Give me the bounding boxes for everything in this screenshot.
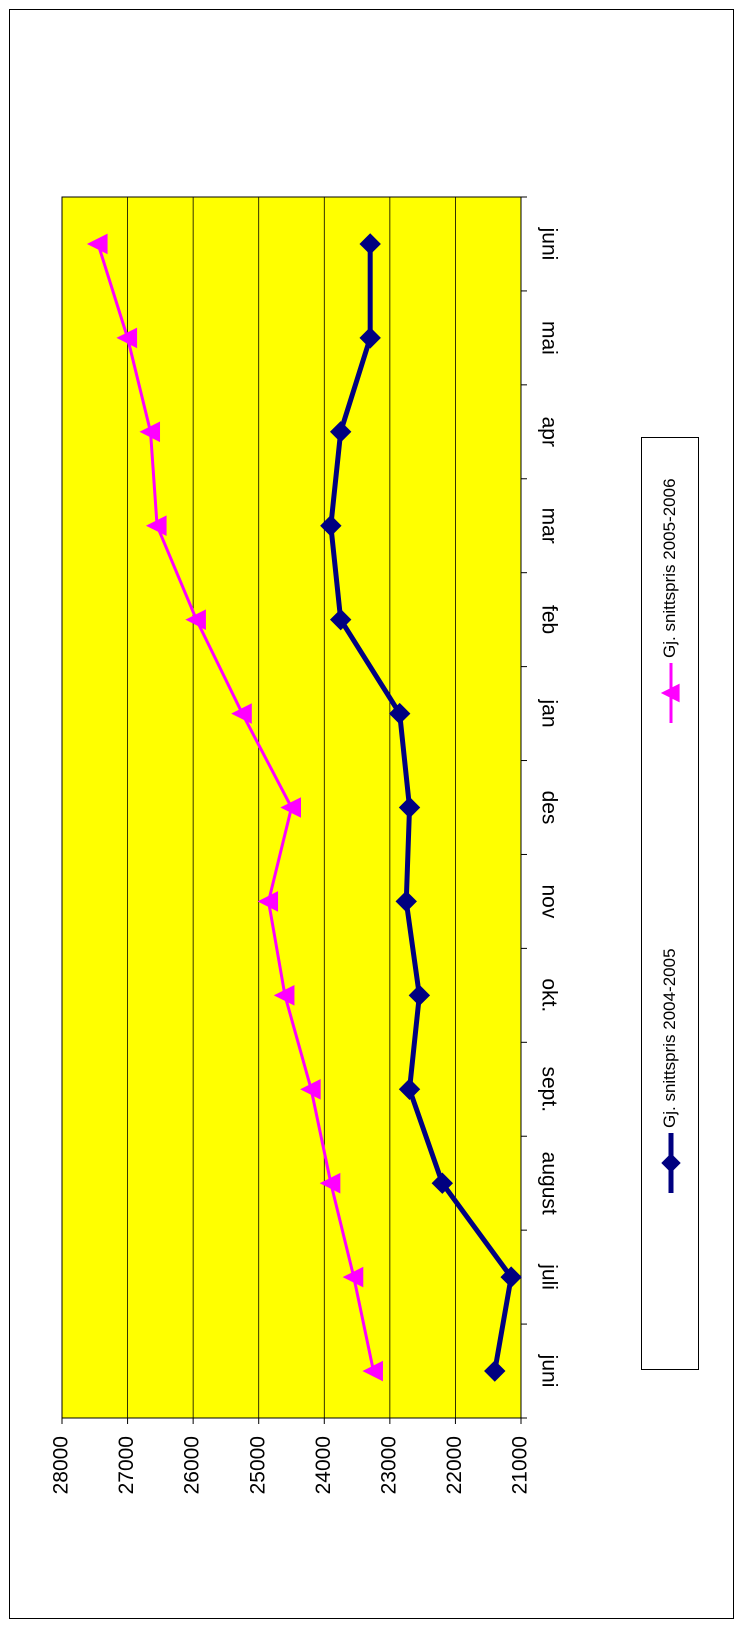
legend-markers — [660, 663, 681, 1193]
data-point — [342, 1266, 364, 1288]
tick-labels: 21000 22000 23000 24000 25000 26000 27000 28000… — [50, 227, 561, 1495]
data-point — [500, 1266, 522, 1288]
category-label: nov — [537, 884, 560, 918]
category-label: juni — [537, 227, 560, 261]
data-point — [329, 608, 352, 631]
value-tick-label: 24000 — [312, 1436, 335, 1494]
category-label: juli — [537, 1263, 560, 1290]
plot-background — [61, 196, 522, 1419]
category-label: des — [537, 791, 560, 825]
legend-marker-series-2 — [660, 663, 680, 723]
data-point — [300, 1078, 321, 1100]
data-point — [359, 233, 381, 255]
legend-triangle — [660, 683, 680, 703]
data-point — [185, 609, 206, 630]
data-point — [116, 327, 138, 349]
category-label: mar — [537, 508, 560, 544]
legend-marker-series-1 — [661, 1133, 681, 1193]
legend-label-series-2: Gj. snittspris 2005-2006 — [660, 478, 679, 658]
data-point — [484, 1360, 506, 1382]
category-label: feb — [537, 605, 560, 634]
data-point — [398, 796, 421, 819]
data-point — [257, 891, 279, 912]
data-point — [319, 1172, 341, 1194]
category-label: sept. — [537, 1067, 560, 1113]
data-point — [408, 984, 431, 1007]
value-tick-label: 25000 — [246, 1436, 269, 1494]
data-point — [145, 515, 167, 537]
category-label: august — [537, 1152, 560, 1215]
plot-area — [61, 196, 527, 1424]
data-point — [231, 703, 252, 724]
data-point — [359, 327, 381, 349]
legend-diamond — [661, 1153, 681, 1173]
data-point — [329, 421, 352, 443]
data-point — [320, 515, 342, 537]
data-point — [139, 421, 161, 443]
category-label: okt. — [537, 978, 560, 1012]
data-point — [388, 702, 411, 725]
data-point — [362, 1360, 383, 1382]
data-point — [398, 1078, 421, 1100]
legend: Gj. snittspris 2004-2005 Gj. snittspris … — [641, 437, 699, 1370]
category-label: mai — [537, 321, 560, 355]
data-point — [395, 890, 417, 913]
value-tick-label: 21000 — [509, 1436, 532, 1494]
series-1 — [320, 233, 522, 1382]
data-point — [280, 797, 301, 818]
value-tick-label: 26000 — [181, 1436, 204, 1494]
series-2 — [86, 233, 383, 1382]
value-tick-label: 22000 — [443, 1436, 466, 1494]
series-layer — [86, 233, 522, 1382]
data-point — [273, 985, 295, 1006]
category-label: jan — [537, 699, 560, 728]
value-tick-label: 27000 — [115, 1436, 138, 1494]
data-point — [86, 233, 108, 255]
category-label: apr — [537, 417, 560, 447]
value-tick-label: 23000 — [377, 1436, 400, 1494]
value-tick-label: 28000 — [50, 1436, 73, 1494]
chart-frame — [9, 9, 734, 1619]
category-label: juni — [537, 1354, 560, 1388]
data-point — [431, 1172, 454, 1194]
legend-label-series-1: Gj. snittspris 2004-2005 — [660, 948, 679, 1128]
